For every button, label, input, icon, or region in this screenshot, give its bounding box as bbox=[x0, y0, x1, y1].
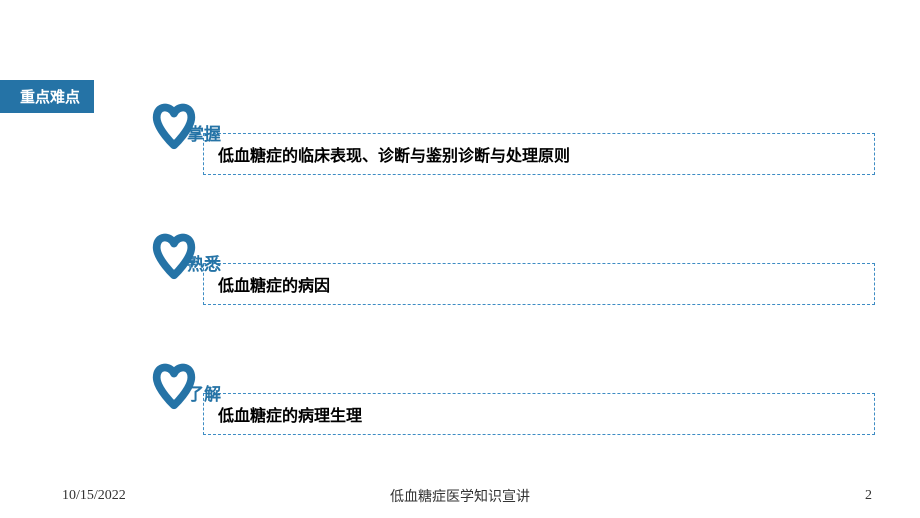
item-label: 了解 bbox=[187, 380, 221, 405]
list-item: 熟悉 低血糖症的病因 bbox=[145, 232, 875, 304]
footer-page-number: 2 bbox=[865, 488, 872, 504]
content-area: 掌握 低血糖症的临床表现、诊断与鉴别诊断与处理原则 熟悉 低血糖症的病因 了解 … bbox=[145, 102, 875, 492]
list-item: 了解 低血糖症的病理生理 bbox=[145, 362, 875, 434]
item-label: 熟悉 bbox=[187, 250, 221, 275]
item-content: 低血糖症的病理生理 bbox=[203, 393, 875, 435]
item-label: 掌握 bbox=[187, 120, 221, 145]
item-content: 低血糖症的病因 bbox=[203, 263, 875, 305]
item-content: 低血糖症的临床表现、诊断与鉴别诊断与处理原则 bbox=[203, 133, 875, 175]
list-item: 掌握 低血糖症的临床表现、诊断与鉴别诊断与处理原则 bbox=[145, 102, 875, 174]
section-title-tag: 重点难点 bbox=[0, 80, 94, 113]
footer-date: 10/15/2022 bbox=[62, 488, 126, 504]
footer-title: 低血糖症医学知识宣讲 bbox=[390, 486, 530, 506]
